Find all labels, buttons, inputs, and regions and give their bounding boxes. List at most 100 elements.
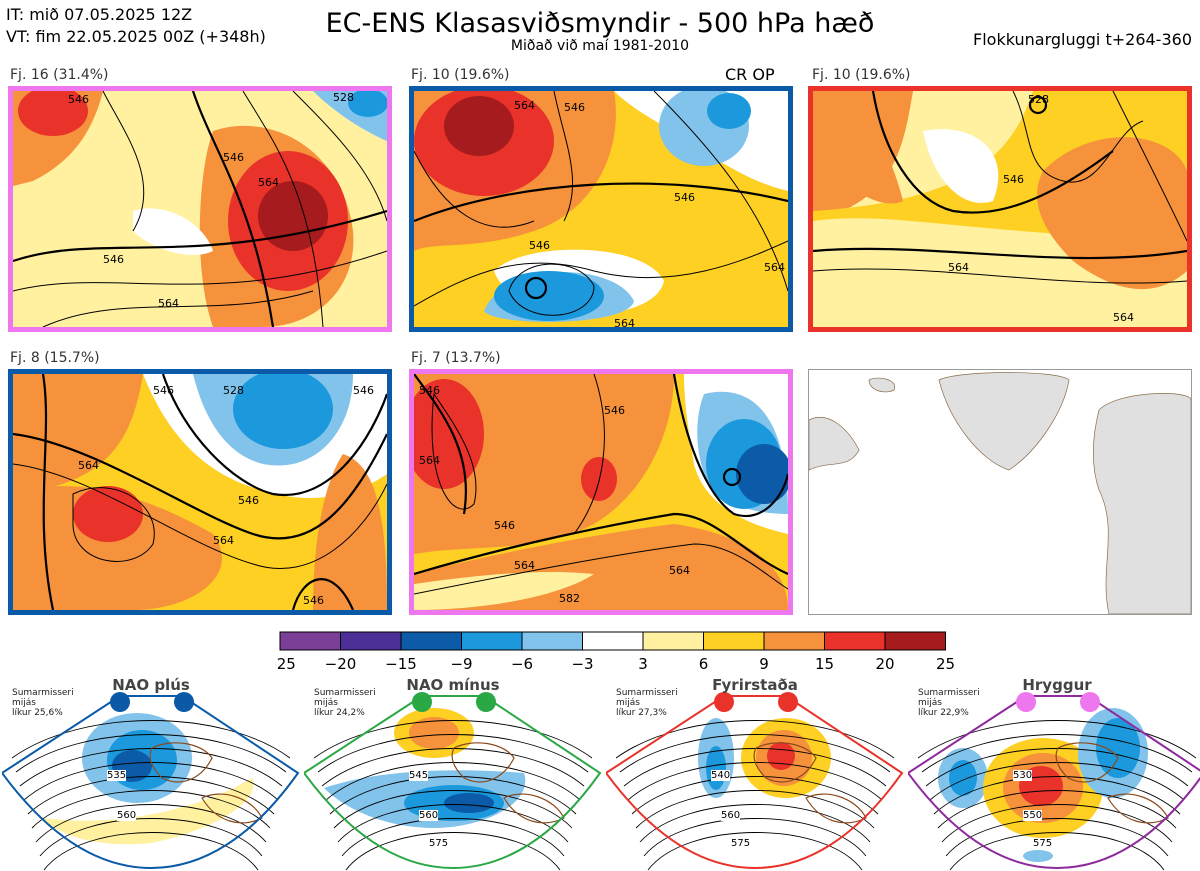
colorbar-tick-label: −6 [511, 655, 533, 673]
regime-marker [174, 692, 194, 712]
height-contour [11, 720, 291, 759]
height-contour [27, 776, 275, 815]
colorbar-bin [279, 631, 341, 651]
colorbar-tick-label: 20 [875, 655, 894, 673]
height-contour [191, 91, 275, 327]
contour-label: 546 [604, 404, 625, 417]
contour-label: 564 [258, 176, 279, 189]
colorbar-tick-label: −20 [325, 655, 357, 673]
height-contour [949, 832, 1165, 871]
run-info: IT: mið 07.05.2025 12Z VT: fim 22.05.202… [6, 4, 266, 48]
contour-label: 530 [1013, 770, 1033, 781]
contour-label: 528 [333, 91, 354, 104]
reference-map-plot [809, 372, 1191, 614]
height-contour [573, 374, 605, 535]
coastline [753, 742, 817, 783]
contour-label: 564 [78, 459, 99, 472]
height-contour [15, 734, 287, 773]
height-contour [42, 290, 314, 327]
contour-label: 546 [223, 151, 244, 164]
regime-note: Sumarmisseri mijás líkur 24,2% [314, 688, 376, 718]
regime-map [908, 692, 1200, 871]
height-contour [414, 374, 468, 515]
height-contour [431, 392, 477, 510]
height-contour [871, 91, 1114, 214]
low-center [1028, 95, 1048, 115]
contour-label: 564 [669, 564, 690, 577]
height-contour [631, 776, 879, 815]
height-contour [13, 432, 387, 540]
low-center [722, 467, 742, 487]
height-contour [941, 804, 1173, 843]
contour-label: 550 [1023, 810, 1043, 821]
regime-note: Sumarmisseri mijás líkur 25,6% [12, 688, 74, 718]
coastline [503, 793, 565, 824]
height-contour [341, 818, 565, 857]
regime-panel: 540 560 575 Fyrirstaða Sumarmisseri mijás líku… [606, 676, 904, 871]
regime-title: NAO mínus [406, 676, 500, 694]
land-area [868, 377, 896, 393]
regime-panel: 535 560 NAO plús Sumarmisseri mijás líkur 25,… [2, 676, 300, 871]
anomaly-area [13, 486, 222, 610]
height-contour [317, 734, 589, 773]
regime-marker [412, 692, 432, 712]
regime-statistic: mijás [314, 698, 338, 708]
regime-map-outline [606, 695, 904, 870]
contour-label: 546 [353, 384, 374, 397]
contour-label: 564 [213, 534, 234, 547]
cluster-map-5-plot: 546 564 546 546 564 564 582 [414, 374, 788, 610]
height-contour [945, 818, 1169, 857]
cluster-map-2-plot: 564 546 546 564 546 564 [414, 91, 788, 327]
coastline [1055, 742, 1119, 783]
regime-marker [1016, 692, 1036, 712]
contour-label: 546 [1003, 173, 1024, 186]
cluster-map-3: 528 546 564 564 [808, 86, 1192, 332]
height-contour [937, 790, 1177, 829]
height-contour [647, 832, 863, 871]
colorbar-bin [703, 631, 765, 651]
height-contour [414, 150, 535, 228]
regime-map-outline [2, 695, 300, 870]
anomaly-area [707, 93, 751, 129]
coastline [805, 793, 867, 824]
anomaly-area [73, 486, 143, 542]
height-contour [72, 487, 155, 562]
height-contour [102, 91, 145, 232]
contour-label: 546 [103, 253, 124, 266]
anomaly-area [823, 91, 903, 204]
colorbar: −25 −20 −15 −9 −6 −3 3 6 9 15 20 25 [275, 631, 955, 673]
anomaly-area [923, 129, 999, 203]
colorbar-bin [763, 631, 825, 651]
height-contour [13, 209, 387, 263]
regime-marker [110, 692, 130, 712]
contour-label: 575 [731, 838, 751, 849]
contour-label: 546 [674, 191, 695, 204]
cluster-map-1: 546 546 564 564 546 528 [8, 86, 392, 332]
anomaly-area [42, 778, 254, 845]
contour-label: 560 [117, 810, 137, 821]
height-contour [337, 804, 569, 843]
anomaly-area [1023, 850, 1053, 862]
valid-time: VT: fim 22.05.2025 00Z (+348h) [6, 27, 266, 46]
height-contour [292, 91, 387, 222]
colorbar-tick-label: 25 [936, 655, 955, 673]
regime-panel: 530 550 575 Hryggur Sumarmisseri mijás líkur 2… [908, 676, 1200, 871]
colorbar-tick-label: −9 [450, 655, 472, 673]
coastline [451, 742, 515, 783]
regime-season: Sumarmisseri [616, 688, 678, 698]
regime-note: Sumarmisseri mijás líkur 22,9% [918, 688, 980, 718]
regime-map-outline [908, 695, 1200, 870]
anomaly-area [258, 181, 328, 251]
height-contour [619, 734, 891, 773]
regime-title: NAO plús [112, 676, 190, 694]
height-contour [653, 91, 788, 292]
contour-label: 564 [514, 559, 535, 572]
classification-window: Flokkunargluggi t+264-360 [973, 30, 1192, 49]
contour-label: 546 [303, 594, 324, 607]
cluster-map-2: 564 546 546 564 546 564 [409, 86, 793, 332]
contour-label: 564 [614, 317, 635, 327]
height-contour [242, 91, 324, 327]
anomaly-area [736, 444, 788, 504]
reference-map [808, 369, 1192, 615]
regime-marker [714, 692, 734, 712]
